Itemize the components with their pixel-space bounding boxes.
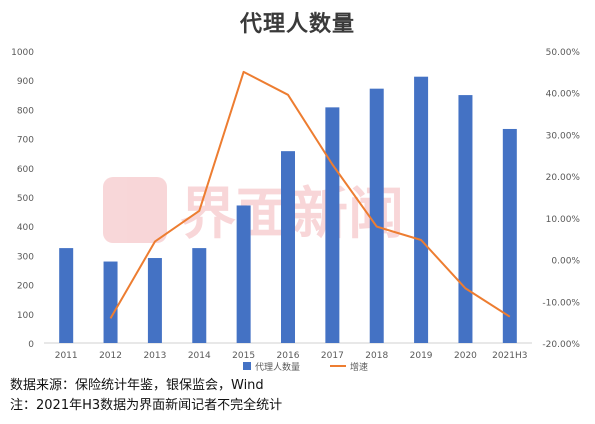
y-right-tick-label: -10.00% (542, 298, 580, 308)
remark-note: 注：2021年H3数据为界面新闻记者不完全统计 (10, 398, 283, 413)
y-left-tick-label: 700 (17, 136, 34, 146)
bar-2017 (325, 107, 340, 343)
y-left-tick-label: 1000 (11, 48, 34, 58)
chart-title: 代理人数量 (239, 11, 355, 37)
bar-2015 (236, 205, 251, 343)
bar-2019 (414, 76, 429, 344)
legend-label-line: 增速 (350, 361, 368, 373)
bar-2020 (458, 95, 473, 343)
y-left-tick-label: 800 (17, 106, 34, 116)
y-left-tick-label: 100 (17, 311, 34, 321)
growth-rate-line (109, 70, 511, 319)
y-left-tick-label: 400 (17, 223, 34, 233)
y-left-tick-label: 0 (28, 340, 34, 350)
x-tick-label: 2020 (454, 351, 477, 361)
y-left-tick-label: 500 (17, 194, 34, 204)
bar-2012 (103, 261, 118, 343)
x-tick-label: 2016 (277, 351, 300, 361)
bar-2021H3 (502, 128, 517, 343)
x-tick-label: 2013 (143, 351, 166, 361)
x-tick-label: 2018 (365, 351, 388, 361)
y-left-tick-label: 200 (17, 282, 34, 292)
legend-swatch-bar (243, 362, 251, 370)
bar-2014 (192, 248, 207, 343)
y-right-tick-label: -20.00% (542, 340, 580, 350)
x-tick-label: 2017 (321, 351, 344, 361)
source-note: 数据来源：保险统计年鉴，银保监会，Wind (10, 378, 264, 393)
y-right-tick-label: 0.00% (551, 257, 580, 267)
x-tick-label: 2014 (188, 351, 211, 361)
bar-2018 (369, 88, 384, 343)
watermark-logo: 界面新闻 (103, 177, 404, 247)
legend-label-bar: 代理人数量 (255, 361, 300, 373)
x-tick-label: 2015 (232, 351, 255, 361)
y-left-tick-label: 600 (17, 165, 34, 175)
y-left-tick-label: 900 (17, 77, 34, 87)
y-right-tick-label: 30.00% (546, 131, 581, 141)
watermark-icon (103, 177, 167, 243)
y-right-tick-label: 20.00% (546, 173, 581, 183)
chart-notes: 数据来源：保险统计年鉴，银保监会，Wind 注：2021年H3数据为界面新闻记者… (10, 376, 282, 416)
bar-2013 (147, 258, 162, 343)
x-tick-label: 2021H3 (492, 351, 527, 361)
y-right-tick-label: 40.00% (546, 90, 581, 100)
x-tick-label: 2012 (99, 351, 122, 361)
y-right-tick-label: 10.00% (546, 215, 581, 225)
bar-2011 (59, 248, 74, 343)
y-left-tick-label: 300 (17, 252, 34, 262)
x-tick-label: 2011 (55, 351, 78, 361)
bar-2016 (281, 151, 295, 343)
x-tick-label: 2019 (410, 351, 433, 361)
y-right-tick-label: 50.00% (546, 48, 581, 58)
